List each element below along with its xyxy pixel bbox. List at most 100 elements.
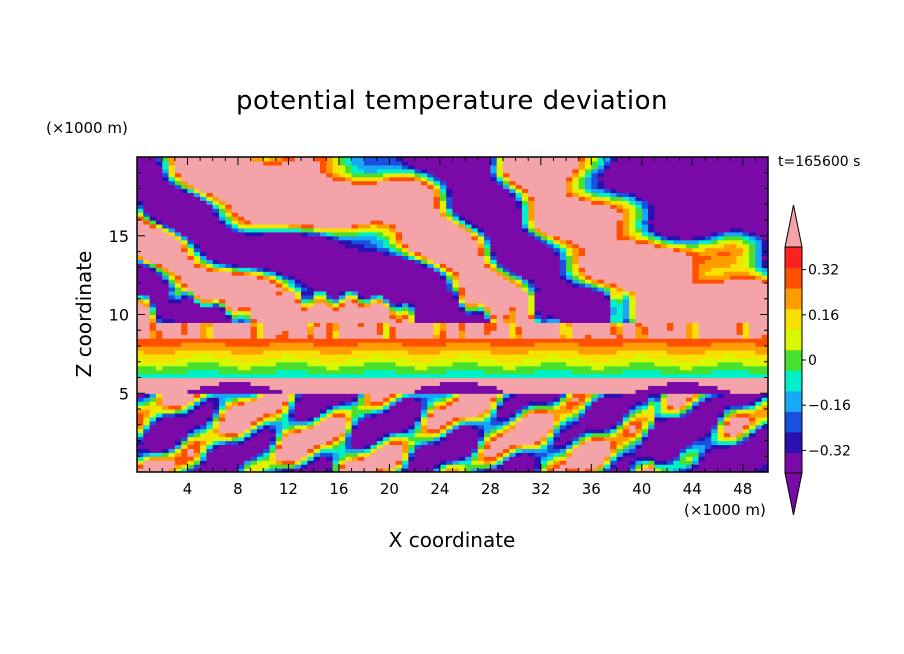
field-cell	[162, 279, 170, 284]
field-cell	[515, 416, 523, 422]
field-cell	[742, 251, 750, 257]
field-cell	[559, 448, 567, 453]
field-cell	[509, 192, 517, 197]
field-cell	[206, 428, 214, 434]
field-cell	[313, 334, 327, 339]
field-cell	[200, 444, 208, 449]
field-cell	[345, 452, 359, 457]
field-cell	[660, 405, 668, 410]
field-cell	[484, 412, 491, 418]
field-cell	[660, 412, 681, 418]
field-cell	[755, 235, 763, 241]
field-cell	[212, 330, 252, 335]
field-cell	[711, 239, 719, 245]
field-cell	[155, 401, 163, 406]
x-tick-label: 12	[279, 480, 298, 498]
field-cell	[730, 405, 744, 410]
field-cell	[635, 456, 656, 461]
field-cell	[219, 267, 226, 272]
field-cell	[616, 330, 624, 335]
field-cell	[704, 349, 756, 355]
field-cell	[528, 283, 536, 288]
field-cell	[162, 223, 170, 229]
field-cell	[698, 401, 750, 406]
field-cell	[383, 302, 390, 308]
field-cell	[559, 251, 567, 257]
field-cell	[585, 357, 611, 363]
field-cell	[338, 432, 346, 438]
field-cell	[458, 326, 466, 331]
field-cell	[585, 196, 592, 201]
field-cell	[269, 436, 277, 442]
field-cell	[502, 428, 510, 434]
field-cell	[200, 196, 208, 201]
field-cell	[395, 306, 403, 312]
field-cell	[484, 456, 498, 461]
field-cell	[212, 322, 252, 327]
field-cell	[212, 192, 435, 197]
field-cell	[490, 416, 498, 422]
field-cell	[534, 196, 580, 201]
field-cell	[137, 267, 151, 272]
field-cell	[515, 412, 523, 418]
field-cell	[597, 184, 605, 190]
field-cell	[692, 456, 700, 461]
field-cell	[547, 460, 555, 465]
field-cell	[206, 424, 214, 430]
field-cell	[155, 160, 163, 166]
field-cell	[521, 200, 529, 205]
field-cell	[389, 239, 397, 245]
field-cell	[509, 334, 517, 339]
field-cell	[446, 424, 454, 430]
field-cell	[616, 298, 624, 304]
field-cell	[629, 227, 637, 233]
field-cell	[263, 160, 283, 166]
field-cell	[307, 326, 315, 331]
field-cell	[420, 255, 428, 260]
field-cell	[301, 294, 315, 300]
field-cell	[433, 180, 441, 186]
field-cell	[458, 294, 466, 300]
field-cell	[641, 432, 649, 438]
field-cell	[364, 243, 378, 249]
field-cell	[269, 271, 277, 276]
field-cell	[578, 401, 586, 406]
field-cell	[256, 322, 264, 327]
field-cell	[761, 243, 768, 249]
field-cell	[275, 290, 283, 296]
field-cell	[187, 243, 195, 249]
field-cell	[597, 393, 605, 398]
field-cell	[345, 416, 353, 422]
field-cell	[187, 322, 201, 327]
field-cell	[685, 330, 693, 335]
field-cell	[566, 239, 573, 245]
y-tick-label: 10	[109, 306, 129, 325]
field-cell	[427, 176, 435, 182]
field-cell	[578, 188, 586, 194]
field-cell	[755, 409, 768, 414]
field-cell	[452, 294, 460, 300]
field-cell	[439, 349, 491, 355]
field-cell	[692, 334, 700, 339]
field-cell	[622, 330, 637, 335]
field-cell	[610, 306, 618, 312]
field-cell	[755, 255, 763, 260]
field-cell	[206, 401, 214, 406]
field-cell	[465, 216, 523, 221]
field-cell	[237, 306, 252, 312]
field-cell	[332, 405, 340, 410]
field-cell	[244, 436, 252, 442]
field-cell	[648, 204, 656, 209]
field-cell	[616, 227, 624, 233]
field-cell	[319, 412, 327, 418]
field-cell	[212, 326, 252, 331]
field-cell	[597, 160, 605, 166]
field-cell	[370, 409, 378, 414]
field-cell	[692, 405, 700, 410]
field-cell	[263, 424, 271, 430]
field-cell	[282, 409, 290, 414]
field-cell	[641, 420, 649, 426]
field-cell	[155, 310, 226, 316]
field-cell	[452, 267, 491, 272]
field-cell	[692, 468, 756, 472]
